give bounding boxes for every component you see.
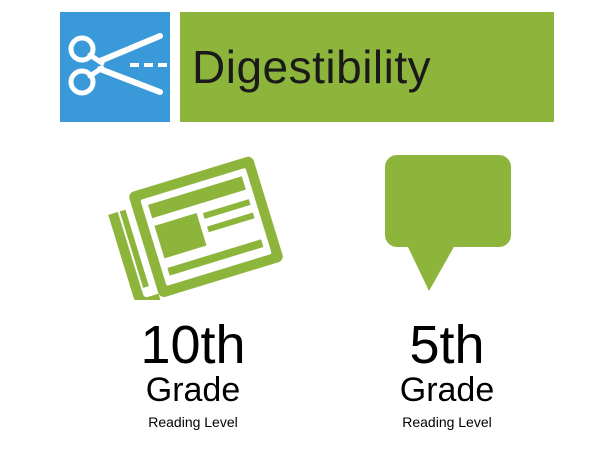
grade-level-right: 5th [409, 315, 485, 375]
reading-level-right: Reading Level [402, 414, 492, 430]
scissors-icon-box [60, 12, 170, 122]
newspaper-icon [100, 150, 290, 308]
reading-level-left: Reading Level [148, 414, 238, 430]
grade-level-left: 10th [140, 315, 246, 375]
grade-unit-left: Grade [145, 371, 241, 409]
title-bar: Digestibility [180, 12, 554, 122]
grade-unit-right: Grade [399, 371, 495, 409]
page-title: Digestibility [192, 41, 432, 93]
header: Digestibility [60, 12, 554, 122]
speech-bubble-icon [385, 155, 511, 300]
scissors-icon [60, 12, 170, 122]
